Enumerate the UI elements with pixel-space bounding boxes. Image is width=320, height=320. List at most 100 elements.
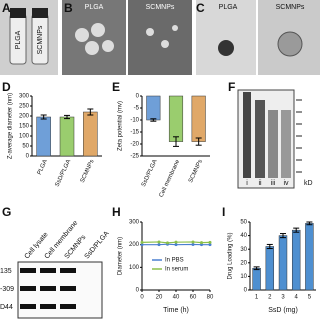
panel-label: B xyxy=(64,1,73,15)
y-tick-label: 50 xyxy=(240,220,247,226)
marker xyxy=(166,241,169,245)
gel-lane xyxy=(281,110,291,178)
y-axis-label: Diameter (nm) xyxy=(118,237,124,275)
y-tick-label: 300 xyxy=(129,220,140,226)
legend-label: In PBS xyxy=(165,258,184,264)
x-tick-label: Cell membrane xyxy=(159,158,182,198)
bar xyxy=(191,95,206,142)
bar xyxy=(278,235,288,291)
y-tick-label: -15 xyxy=(130,130,139,136)
x-tick-label: SCMNPs xyxy=(80,159,96,184)
lane-label: iv xyxy=(283,180,289,187)
particle xyxy=(277,31,303,57)
y-tick-label: 20 xyxy=(240,260,247,266)
marker xyxy=(208,243,212,247)
x-tick-label: 20 xyxy=(156,295,163,301)
gel-lane xyxy=(268,110,278,178)
image-label: PLGA xyxy=(15,30,22,49)
x-tick-label: 80 xyxy=(207,295,214,301)
y-tick-label: -20 xyxy=(130,142,139,148)
bar xyxy=(168,95,184,142)
marker xyxy=(157,243,161,247)
x-tick-label: 4 xyxy=(295,295,299,301)
legend-label: In serum xyxy=(165,267,188,273)
x-tick-label: 2 xyxy=(268,295,272,301)
cap xyxy=(32,8,48,18)
bar xyxy=(265,246,275,291)
y-tick-label: -25 xyxy=(130,154,139,160)
y-tick-label: 0 xyxy=(136,94,140,100)
panel-label: E xyxy=(112,80,120,94)
x-tick-label: 60 xyxy=(190,295,197,301)
y-axis-label: Drug Loading (%) xyxy=(228,232,234,279)
marker xyxy=(191,242,195,246)
x-axis-label: Time (h) xyxy=(163,307,189,314)
panel-label: F xyxy=(228,80,235,94)
y-tick-label: -10 xyxy=(130,118,139,124)
x-tick-label: SsD/PLGA xyxy=(141,159,159,188)
y-axis-label: Z-average diameter (nm) xyxy=(8,93,14,159)
y-tick-label: 250 xyxy=(19,104,30,110)
y-tick-label: 0 xyxy=(244,288,248,294)
image-label: SCMNPs xyxy=(37,25,44,54)
x-tick-label: 3 xyxy=(281,295,285,301)
marker xyxy=(200,241,203,245)
tem-image xyxy=(196,0,256,75)
panel-label: D xyxy=(2,80,11,94)
x-tick-label: PLGA xyxy=(37,159,49,176)
lane-label: i xyxy=(246,180,248,187)
x-tick-label: 40 xyxy=(173,295,180,301)
y-tick-label: 10 xyxy=(240,274,247,280)
y-tick-label: -5 xyxy=(134,106,140,112)
marker xyxy=(191,240,195,244)
x-tick-label: 1 xyxy=(255,295,259,301)
x-tick-label: SCMNPs xyxy=(188,159,204,184)
panel-label: I xyxy=(222,205,225,219)
marker xyxy=(208,240,212,244)
panel-label: C xyxy=(196,1,205,15)
row-label: 135 xyxy=(0,268,12,275)
y-tick-label: 100 xyxy=(129,265,140,271)
bar xyxy=(305,223,314,291)
unit-label: kD xyxy=(304,180,313,187)
gel-lane xyxy=(255,100,265,178)
panel-label: A xyxy=(2,1,11,15)
bar xyxy=(291,229,301,291)
image-label: PLGA xyxy=(85,4,104,11)
lane-label: ii xyxy=(258,180,262,187)
panel-label: H xyxy=(112,205,121,219)
sem-image xyxy=(128,0,192,75)
panel-label: G xyxy=(2,205,11,219)
column-label: Cell membrane xyxy=(44,220,80,261)
x-axis-label: SsD (mg) xyxy=(268,307,298,314)
column-label: SsD/PLGA xyxy=(84,230,111,261)
bar xyxy=(59,116,75,157)
x-tick-label: 5 xyxy=(308,295,312,301)
bar xyxy=(146,95,161,121)
x-tick-label: 0 xyxy=(140,295,144,301)
cap xyxy=(10,8,26,18)
particle xyxy=(218,40,234,56)
image-label: SCMNPs xyxy=(146,4,175,11)
marker xyxy=(157,240,161,244)
row-label: -309 xyxy=(0,286,14,293)
marker xyxy=(174,243,178,247)
ladder-ticks xyxy=(296,99,302,173)
marker xyxy=(140,243,144,247)
particles xyxy=(75,23,178,55)
marker xyxy=(174,240,178,244)
bar xyxy=(252,267,261,291)
image-label: SCMNPs xyxy=(276,4,305,11)
y-tick-label: 0 xyxy=(136,288,140,294)
bar xyxy=(36,116,51,157)
lane-label: iii xyxy=(271,180,276,187)
row-label: D44 xyxy=(0,304,13,311)
y-tick-label: 30 xyxy=(240,247,247,253)
bands xyxy=(20,268,76,309)
y-tick-label: 50 xyxy=(22,144,29,150)
y-axis-label: Zeta potential (mv) xyxy=(118,101,124,151)
x-tick-label: SsD/PLGA xyxy=(55,159,73,188)
image-label: PLGA xyxy=(219,4,238,11)
y-tick-label: 40 xyxy=(240,233,247,239)
